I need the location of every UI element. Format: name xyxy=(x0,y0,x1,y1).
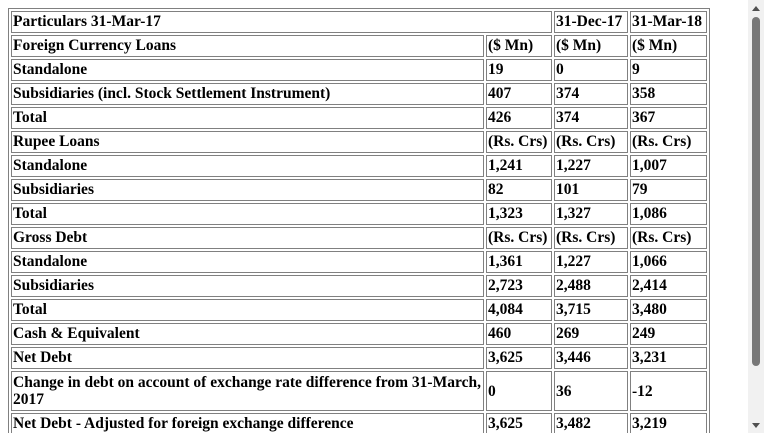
cell-31-mar-17: 407 xyxy=(486,83,552,105)
cell-31-mar-18: 2,414 xyxy=(630,275,707,297)
cell-31-mar-17: 460 xyxy=(486,323,552,345)
cell-31-dec-17: 101 xyxy=(554,179,628,201)
table-row: Subsidiaries (incl. Stock Settlement Ins… xyxy=(11,83,707,105)
row-label: Total xyxy=(11,203,484,225)
cell-31-mar-18: 249 xyxy=(630,323,707,345)
cell-31-mar-18: (Rs. Crs) xyxy=(630,131,707,153)
table-row: Total 1,323 1,327 1,086 xyxy=(11,203,707,225)
row-label: Rupee Loans xyxy=(11,131,484,153)
row-label: Standalone xyxy=(11,251,484,273)
row-label: Subsidiaries xyxy=(11,179,484,201)
cell-31-mar-17: 82 xyxy=(486,179,552,201)
table-row: Subsidiaries 2,723 2,488 2,414 xyxy=(11,275,707,297)
cell-31-mar-17: 3,625 xyxy=(486,413,552,433)
table-header-row: Particulars 31-Mar-17 31-Dec-17 31-Mar-1… xyxy=(11,11,707,33)
row-label: Standalone xyxy=(11,155,484,177)
row-label: Total xyxy=(11,299,484,321)
table-row: Rupee Loans (Rs. Crs) (Rs. Crs) (Rs. Crs) xyxy=(11,131,707,153)
cell-31-mar-17: 426 xyxy=(486,107,552,129)
cell-31-mar-18: 367 xyxy=(630,107,707,129)
table-row: Subsidiaries 82 101 79 xyxy=(11,179,707,201)
row-label: Net Debt xyxy=(11,347,484,369)
table-row: Standalone 1,361 1,227 1,066 xyxy=(11,251,707,273)
cell-31-dec-17: 2,488 xyxy=(554,275,628,297)
cell-31-dec-17: 1,227 xyxy=(554,155,628,177)
cell-31-mar-17: 1,241 xyxy=(486,155,552,177)
cell-31-mar-17: 1,361 xyxy=(486,251,552,273)
cell-31-mar-18: 3,231 xyxy=(630,347,707,369)
row-label: Cash & Equivalent xyxy=(11,323,484,345)
cell-31-dec-17: 3,715 xyxy=(554,299,628,321)
header-particulars: Particulars 31-Mar-17 xyxy=(11,11,552,33)
scrollbar-thumb[interactable] xyxy=(752,17,760,366)
cell-31-dec-17: 374 xyxy=(554,83,628,105)
table-row: Gross Debt (Rs. Crs) (Rs. Crs) (Rs. Crs) xyxy=(11,227,707,249)
cell-31-mar-17: (Rs. Crs) xyxy=(486,227,552,249)
row-label: Foreign Currency Loans xyxy=(11,35,484,57)
table-row: Total 426 374 367 xyxy=(11,107,707,129)
table-row: Cash & Equivalent 460 269 249 xyxy=(11,323,707,345)
cell-31-mar-18: -12 xyxy=(630,371,707,411)
header-31-dec-17: 31-Dec-17 xyxy=(554,11,628,33)
row-label: Total xyxy=(11,107,484,129)
cell-31-mar-17: 0 xyxy=(486,371,552,411)
header-31-mar-18: 31-Mar-18 xyxy=(630,11,707,33)
row-label: Gross Debt xyxy=(11,227,484,249)
cell-31-mar-18: 3,480 xyxy=(630,299,707,321)
cell-31-mar-17: ($ Mn) xyxy=(486,35,552,57)
cell-31-mar-18: ($ Mn) xyxy=(630,35,707,57)
cell-31-dec-17: (Rs. Crs) xyxy=(554,131,628,153)
table-row: Foreign Currency Loans ($ Mn) ($ Mn) ($ Mn) xyxy=(11,35,707,57)
cell-31-dec-17: (Rs. Crs) xyxy=(554,227,628,249)
cell-31-dec-17: 374 xyxy=(554,107,628,129)
cell-31-dec-17: 269 xyxy=(554,323,628,345)
cell-31-mar-18: 3,219 xyxy=(630,413,707,433)
cell-31-dec-17: 0 xyxy=(554,59,628,81)
cell-31-mar-18: 79 xyxy=(630,179,707,201)
cell-31-dec-17: 3,482 xyxy=(554,413,628,433)
document-viewport: Particulars 31-Mar-17 31-Dec-17 31-Mar-1… xyxy=(8,8,710,433)
cell-31-mar-17: 4,084 xyxy=(486,299,552,321)
row-label: Standalone xyxy=(11,59,484,81)
table-row: Standalone 1,241 1,227 1,007 xyxy=(11,155,707,177)
row-label: Change in debt on account of exchange ra… xyxy=(11,371,484,411)
row-label: Subsidiaries xyxy=(11,275,484,297)
row-label: Subsidiaries (incl. Stock Settlement Ins… xyxy=(11,83,484,105)
triangle-up-icon xyxy=(752,5,760,11)
row-label: Net Debt - Adjusted for foreign exchange… xyxy=(11,413,484,433)
cell-31-dec-17: 36 xyxy=(554,371,628,411)
table-row: Net Debt - Adjusted for foreign exchange… xyxy=(11,413,707,433)
table-row: Change in debt on account of exchange ra… xyxy=(11,371,707,411)
cell-31-mar-18: 9 xyxy=(630,59,707,81)
cell-31-mar-18: 1,066 xyxy=(630,251,707,273)
cell-31-mar-18: 358 xyxy=(630,83,707,105)
cell-31-mar-18: (Rs. Crs) xyxy=(630,227,707,249)
scroll-down-button[interactable] xyxy=(748,417,764,433)
triangle-down-icon xyxy=(752,422,760,428)
vertical-scrollbar[interactable] xyxy=(748,0,764,433)
cell-31-mar-17: 2,723 xyxy=(486,275,552,297)
cell-31-dec-17: ($ Mn) xyxy=(554,35,628,57)
cell-31-dec-17: 3,446 xyxy=(554,347,628,369)
table-row: Net Debt 3,625 3,446 3,231 xyxy=(11,347,707,369)
cell-31-mar-18: 1,086 xyxy=(630,203,707,225)
scroll-up-button[interactable] xyxy=(748,0,764,16)
cell-31-mar-17: (Rs. Crs) xyxy=(486,131,552,153)
table-row: Standalone 19 0 9 xyxy=(11,59,707,81)
cell-31-mar-17: 19 xyxy=(486,59,552,81)
cell-31-mar-17: 3,625 xyxy=(486,347,552,369)
cell-31-dec-17: 1,227 xyxy=(554,251,628,273)
cell-31-mar-17: 1,323 xyxy=(486,203,552,225)
table-row: Total 4,084 3,715 3,480 xyxy=(11,299,707,321)
cell-31-dec-17: 1,327 xyxy=(554,203,628,225)
debt-table: Particulars 31-Mar-17 31-Dec-17 31-Mar-1… xyxy=(8,8,710,433)
cell-31-mar-18: 1,007 xyxy=(630,155,707,177)
